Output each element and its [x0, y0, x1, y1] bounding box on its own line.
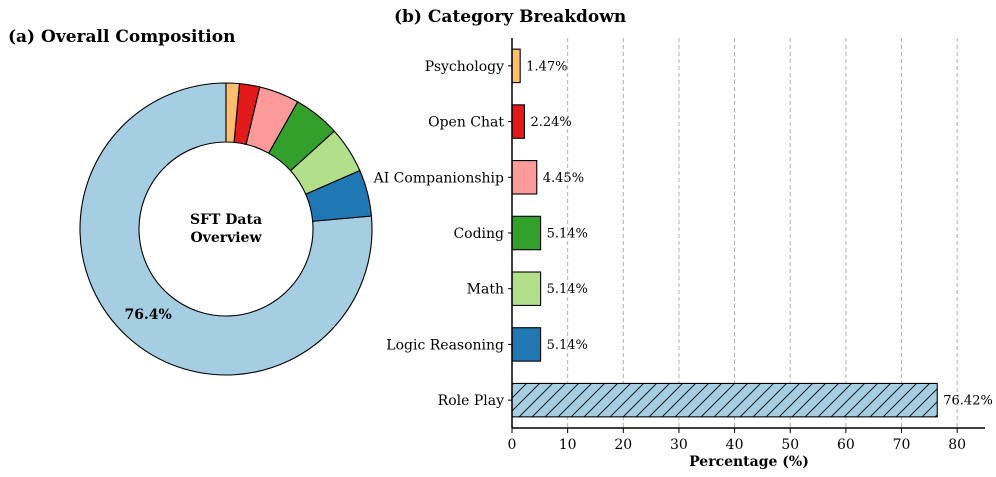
- bar-math: [511, 271, 542, 306]
- bar-gridlines: [567, 38, 958, 428]
- value-label-math: 5.14%: [547, 282, 588, 297]
- value-label-coding: 5.14%: [547, 227, 588, 242]
- bar-ai-companionship: [511, 160, 538, 195]
- donut-slice-psychology: [225, 82, 241, 143]
- x-tick-label-80: 80: [948, 437, 966, 453]
- category-label-math: Math: [467, 282, 504, 298]
- x-tick-label-50: 50: [781, 437, 799, 453]
- donut-slices: [79, 82, 373, 376]
- bar-bars: [511, 48, 938, 418]
- bar-category-labels: Psychology Open Chat AI Companionship Codin…: [373, 59, 505, 409]
- bar-role-play: [511, 382, 938, 418]
- x-tick-label-0: 0: [508, 437, 517, 453]
- category-label-coding: Coding: [453, 226, 504, 242]
- donut-slice-role-play: [79, 82, 373, 376]
- x-tick-label-70: 70: [893, 437, 911, 453]
- value-label-logic-reasoning: 5.14%: [547, 338, 588, 353]
- bar-panel: (b) Category Breakdown Psychology Open Ch…: [373, 7, 993, 470]
- category-label-ai-companionship: AI Companionship: [373, 170, 504, 186]
- donut-panel: (a) Overall Composition SFT Data Overvie…: [8, 27, 373, 376]
- x-tick-label-10: 10: [559, 437, 577, 453]
- donut-center-line-2: Overview: [190, 230, 262, 246]
- category-label-logic-reasoning: Logic Reasoning: [386, 337, 504, 353]
- value-label-role-play: 76.42%: [943, 394, 993, 409]
- bar-x-axis-label: Percentage (%): [689, 454, 809, 470]
- bar-open-chat: [511, 104, 526, 139]
- value-label-ai-companionship: 4.45%: [543, 171, 584, 186]
- x-tick-label-20: 20: [614, 437, 632, 453]
- category-label-psychology: Psychology: [425, 59, 504, 75]
- donut-center-line-1: SFT Data: [190, 212, 262, 228]
- bar-coding: [511, 215, 542, 251]
- value-label-open-chat: 2.24%: [530, 115, 571, 130]
- category-label-role-play: Role Play: [438, 393, 504, 409]
- bar-chart-title: (b) Category Breakdown: [394, 7, 626, 27]
- x-tick-label-60: 60: [837, 437, 855, 453]
- value-label-psychology: 1.47%: [526, 59, 567, 74]
- category-label-open-chat: Open Chat: [428, 115, 504, 131]
- donut-slice-label-role-play: 76.4%: [124, 307, 171, 323]
- bar-axes: [508, 38, 985, 429]
- x-tick-label-30: 30: [670, 437, 688, 453]
- donut-slice-labels: 76.4%: [124, 307, 171, 323]
- bar-value-labels: 1.47% 2.24% 4.45% 5.14% 5.14% 5.14% 76.42%: [526, 59, 993, 408]
- donut-chart-title: (a) Overall Composition: [8, 27, 235, 47]
- bar-logic-reasoning: [511, 327, 542, 362]
- bar-x-ticks: 0 10 20 30 40 50 60 70 80: [508, 428, 966, 453]
- bar-psychology: [511, 48, 521, 84]
- x-tick-label-40: 40: [726, 437, 744, 453]
